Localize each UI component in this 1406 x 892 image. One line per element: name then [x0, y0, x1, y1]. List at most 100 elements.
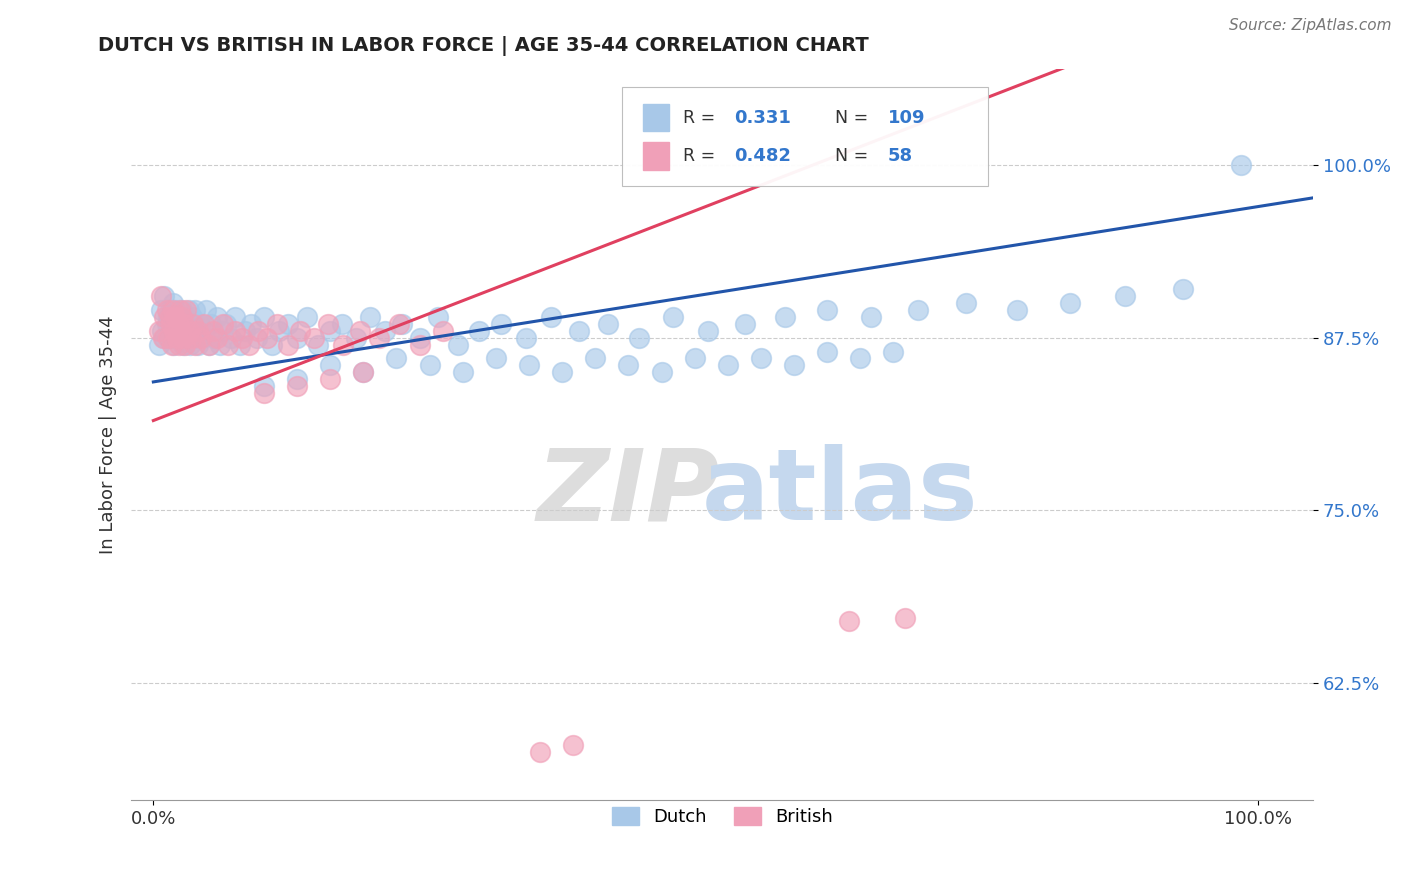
- Point: [332, 337, 354, 351]
- Point: [148, 324, 170, 338]
- Point: [231, 331, 253, 345]
- Point: [186, 337, 208, 351]
- Point: [183, 324, 205, 338]
- Point: [167, 310, 190, 324]
- Point: [432, 324, 454, 338]
- FancyBboxPatch shape: [643, 103, 669, 131]
- Point: [628, 331, 651, 345]
- Point: [815, 303, 838, 318]
- Text: ZIP: ZIP: [536, 444, 720, 541]
- Point: [955, 296, 977, 310]
- Point: [148, 337, 170, 351]
- Point: [734, 317, 756, 331]
- Point: [783, 359, 806, 373]
- Point: [150, 303, 173, 318]
- Point: [160, 317, 183, 331]
- Point: [166, 331, 188, 345]
- Point: [1005, 303, 1028, 318]
- Point: [173, 317, 195, 331]
- Point: [159, 310, 181, 324]
- Point: [253, 310, 276, 324]
- Point: [277, 337, 299, 351]
- Point: [166, 317, 188, 331]
- Point: [385, 351, 408, 366]
- Point: [447, 337, 470, 351]
- Point: [330, 317, 353, 331]
- Point: [155, 317, 177, 331]
- Point: [302, 331, 325, 345]
- Text: Source: ZipAtlas.com: Source: ZipAtlas.com: [1229, 18, 1392, 33]
- Point: [159, 303, 181, 318]
- Point: [165, 303, 187, 318]
- Point: [169, 303, 191, 318]
- Point: [696, 324, 718, 338]
- Point: [165, 310, 187, 324]
- Point: [468, 324, 491, 338]
- Point: [166, 331, 188, 345]
- Point: [197, 337, 219, 351]
- Point: [156, 331, 179, 345]
- Text: R =: R =: [683, 109, 721, 127]
- Point: [256, 331, 278, 345]
- Point: [849, 351, 872, 366]
- Text: 0.331: 0.331: [734, 109, 792, 127]
- Point: [180, 317, 202, 331]
- Point: [167, 337, 190, 351]
- Point: [181, 317, 204, 331]
- Point: [860, 310, 883, 324]
- Point: [160, 337, 183, 351]
- Point: [290, 324, 312, 338]
- Point: [295, 310, 318, 324]
- Point: [540, 310, 562, 324]
- Point: [408, 331, 430, 345]
- Point: [163, 337, 186, 351]
- Point: [188, 317, 211, 331]
- Point: [162, 296, 184, 310]
- Point: [173, 317, 195, 331]
- Point: [717, 359, 740, 373]
- Text: atlas: atlas: [702, 444, 979, 541]
- Point: [285, 331, 308, 345]
- Point: [170, 324, 193, 338]
- Point: [374, 324, 396, 338]
- Point: [179, 337, 201, 351]
- Point: [159, 324, 181, 338]
- Point: [773, 310, 796, 324]
- Point: [180, 331, 202, 345]
- Point: [551, 365, 574, 379]
- Point: [269, 324, 291, 338]
- Point: [170, 310, 193, 324]
- Point: [344, 331, 367, 345]
- Point: [172, 337, 194, 351]
- Point: [150, 289, 173, 303]
- Point: [650, 365, 672, 379]
- FancyBboxPatch shape: [621, 87, 988, 186]
- Point: [391, 317, 413, 331]
- Point: [1059, 296, 1081, 310]
- Point: [228, 337, 250, 351]
- Text: DUTCH VS BRITISH IN LABOR FORCE | AGE 35-44 CORRELATION CHART: DUTCH VS BRITISH IN LABOR FORCE | AGE 35…: [98, 36, 869, 55]
- Point: [247, 324, 270, 338]
- Point: [166, 317, 188, 331]
- Point: [749, 351, 772, 366]
- Point: [150, 324, 173, 338]
- Point: [683, 351, 706, 366]
- Point: [253, 379, 276, 393]
- Point: [184, 303, 207, 318]
- Point: [153, 310, 176, 324]
- Point: [200, 317, 222, 331]
- Point: [193, 324, 215, 338]
- Point: [156, 310, 179, 324]
- Point: [177, 303, 200, 318]
- Point: [661, 310, 683, 324]
- Point: [157, 331, 180, 345]
- Point: [277, 317, 299, 331]
- Point: [152, 331, 174, 345]
- Point: [174, 337, 197, 351]
- Point: [207, 331, 229, 345]
- Point: [184, 337, 207, 351]
- Text: 58: 58: [887, 147, 912, 165]
- Point: [162, 310, 184, 324]
- Point: [451, 365, 474, 379]
- Point: [246, 331, 269, 345]
